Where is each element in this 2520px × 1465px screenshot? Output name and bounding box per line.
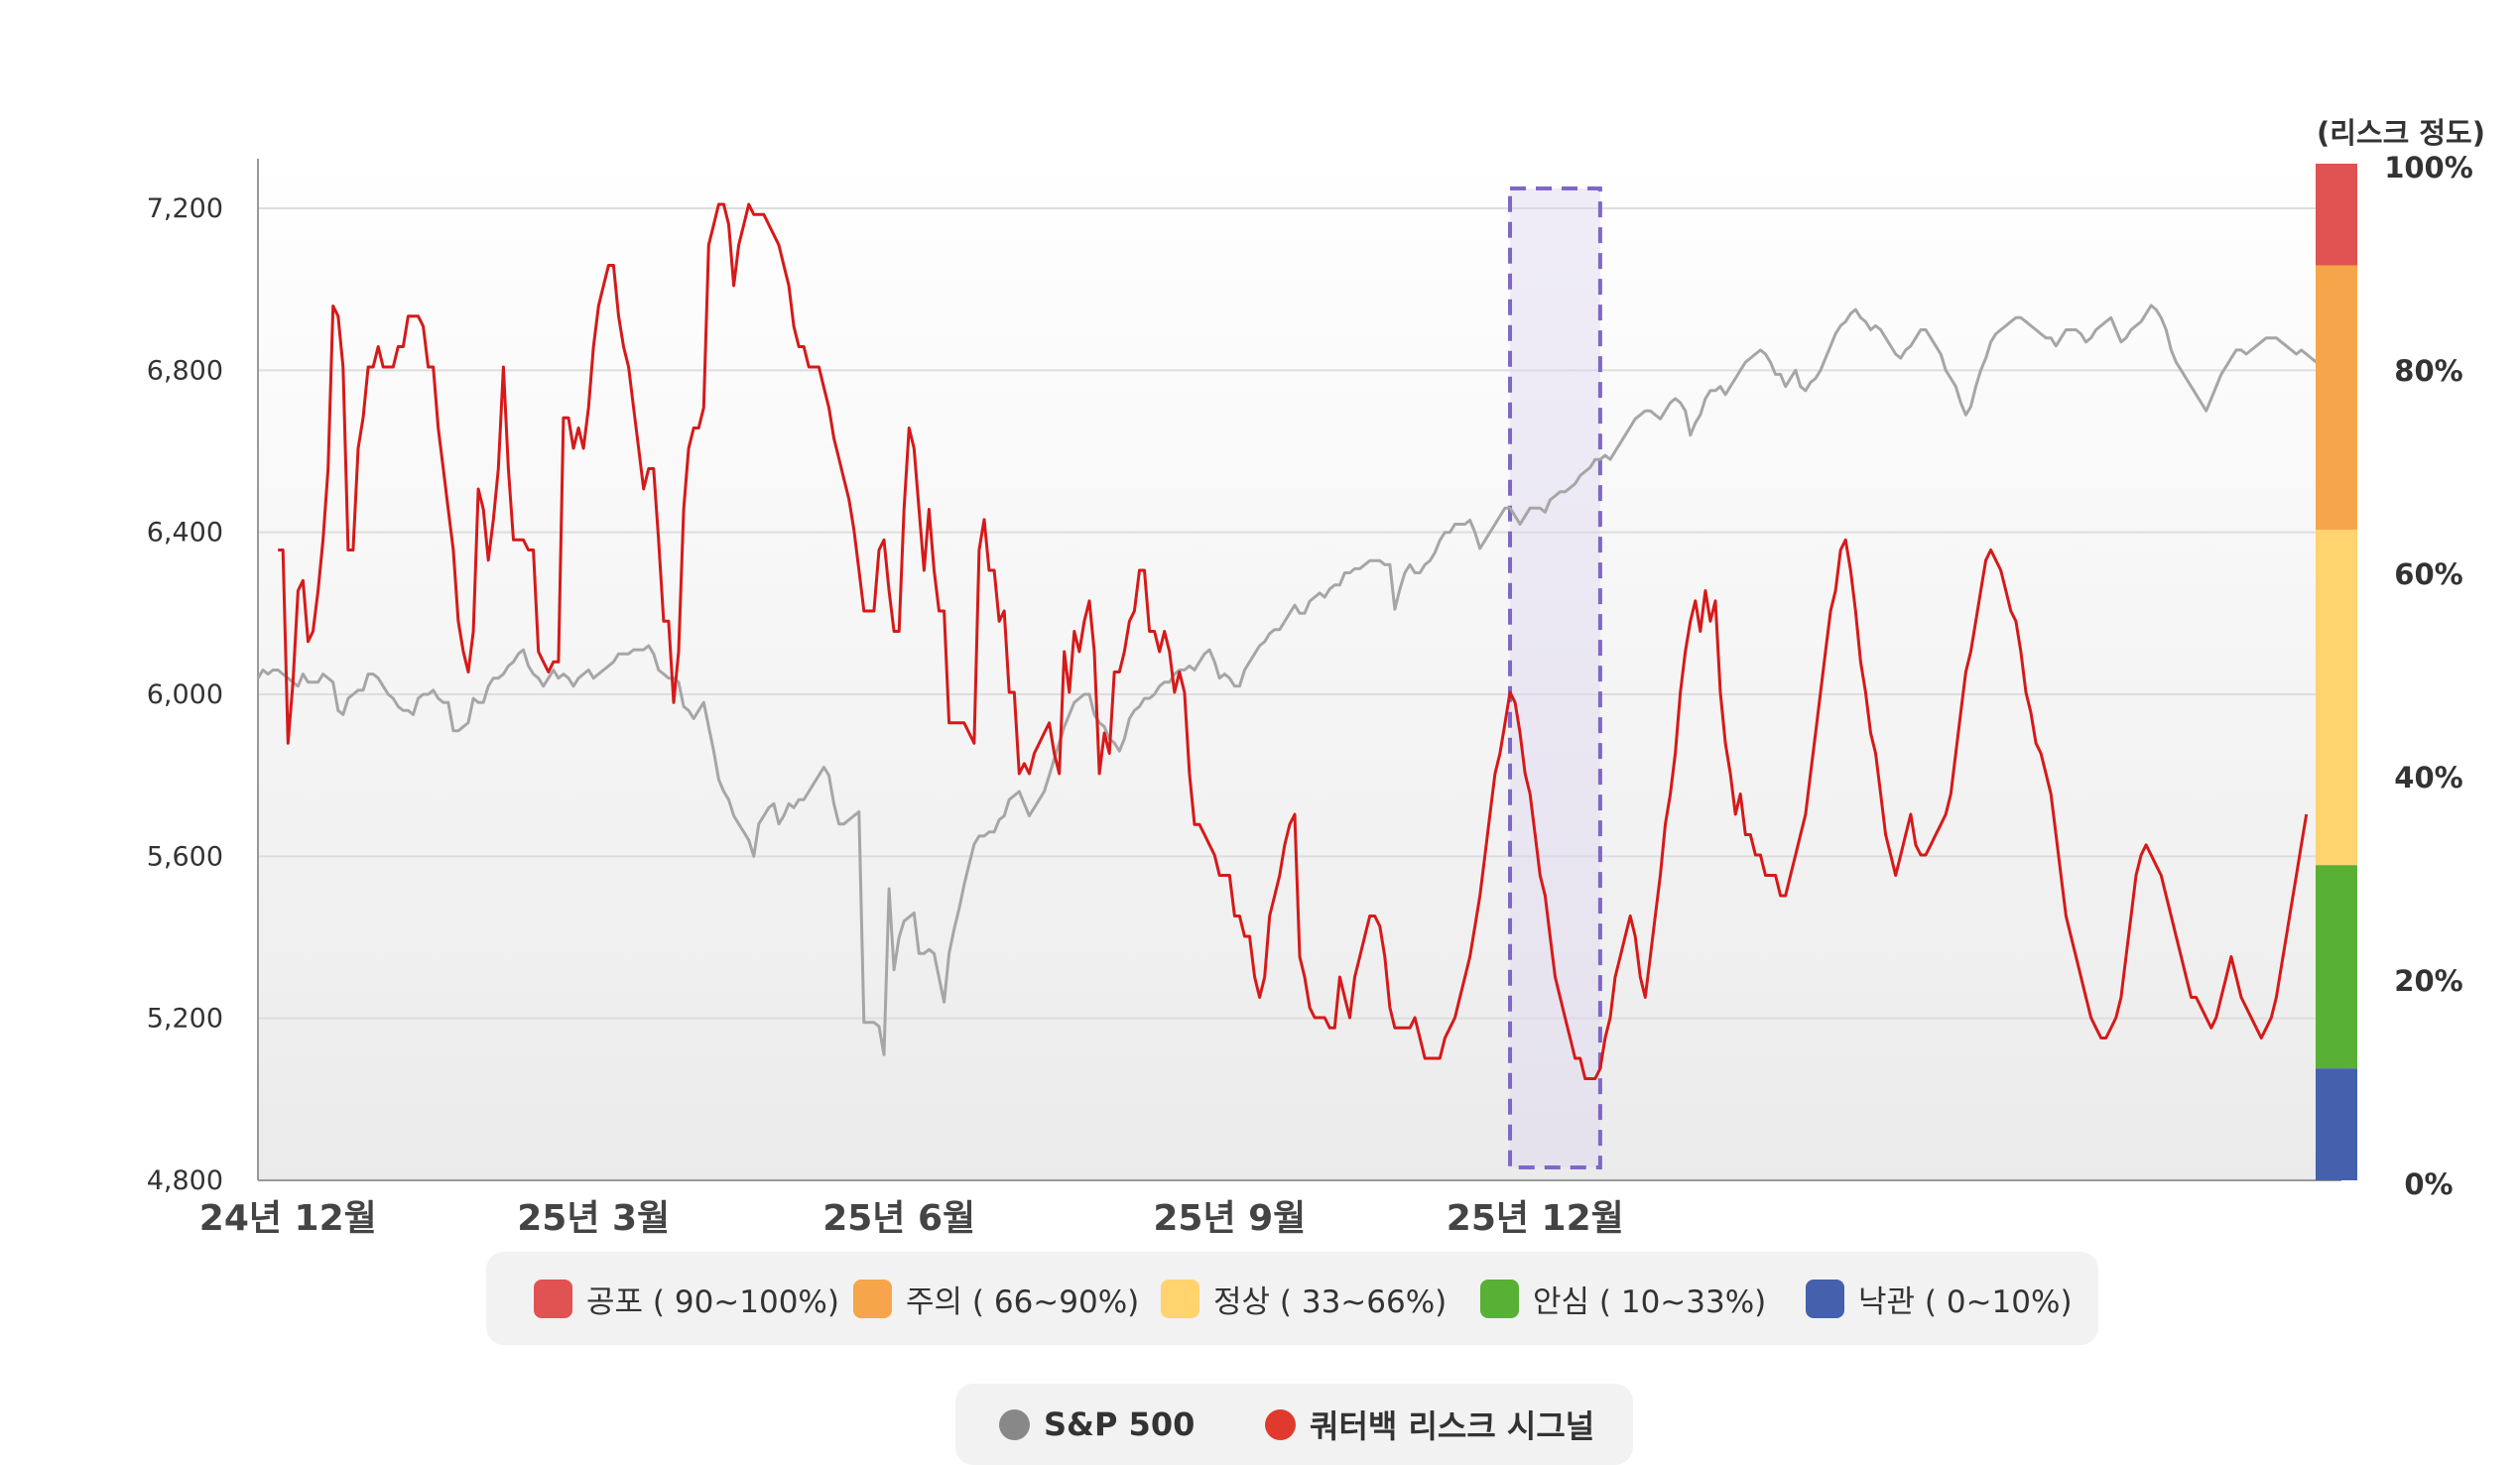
risk-scale-bar	[2316, 164, 2357, 1180]
risk-zone-legend: 공포 ( 90~100%) 주의 ( 66~90%) 정상 ( 33~66%) 안심 …	[486, 1252, 2098, 1345]
right-tick-label: 20%	[2394, 964, 2462, 998]
series-legend-label: 쿼터백 리스크 시그널	[1310, 1407, 1595, 1445]
zone-swatch	[1161, 1279, 1199, 1318]
right-tick-label: 0%	[2404, 1167, 2453, 1201]
y-tick-label: 6,800	[147, 355, 223, 386]
x-axis-labels: 24년 12월 25년 3월 25년 6월 25년 9월 25년 12월	[199, 1198, 1624, 1239]
risk-zone-segment	[2316, 1068, 2357, 1180]
y-tick-label: 5,600	[147, 841, 223, 872]
series-legend-item: 쿼터백 리스크 시그널	[1265, 1384, 1594, 1465]
zone-legend-item: 공포 ( 90~100%)	[534, 1252, 839, 1345]
y-tick-label: 4,800	[147, 1165, 223, 1196]
zone-legend-label: 공포 ( 90~100%)	[586, 1283, 839, 1320]
zone-legend-item: 정상 ( 33~66%)	[1161, 1252, 1447, 1345]
zone-swatch	[1480, 1279, 1519, 1318]
zone-legend-label: 안심 ( 10~33%)	[1533, 1283, 1767, 1320]
series-dot	[999, 1408, 1030, 1440]
x-tick-label: 25년 6월	[822, 1198, 975, 1239]
y-tick-label: 5,200	[147, 1004, 223, 1035]
series-legend: S&P 500 쿼터백 리스크 시그널	[955, 1384, 1633, 1465]
right-tick-label: 80%	[2394, 354, 2462, 388]
plot-background	[258, 159, 2341, 1180]
series-legend-item: S&P 500	[999, 1384, 1195, 1465]
right-axis-labels: 100% 80% 60% 40% 20% 0%	[2384, 151, 2473, 1201]
zone-legend-label: 낙관 ( 0~10%)	[1858, 1283, 2073, 1320]
sp500-line	[256, 304, 2341, 1056]
x-tick-label: 25년 12월	[1447, 1198, 1624, 1239]
x-tick-label: 25년 3월	[517, 1198, 670, 1239]
zone-legend-label: 정상 ( 33~66%)	[1213, 1283, 1448, 1320]
zone-swatch	[534, 1279, 572, 1318]
left-axis-labels: 7,200 6,800 6,400 6,000 5,600 5,200 4,800	[147, 193, 223, 1196]
x-tick-label: 24년 12월	[199, 1198, 377, 1239]
zone-legend-label: 주의 ( 66~90%)	[906, 1283, 1140, 1320]
x-tick-label: 25년 9월	[1153, 1198, 1306, 1239]
risk-zone-segment	[2316, 530, 2357, 866]
zone-legend-item: 주의 ( 66~90%)	[853, 1252, 1139, 1345]
risk-zone-segment	[2316, 265, 2357, 530]
zone-legend-item: 낙관 ( 0~10%)	[1806, 1252, 2073, 1345]
zone-swatch	[853, 1279, 892, 1318]
zone-legend-item: 안심 ( 10~33%)	[1480, 1252, 1766, 1345]
right-tick-label: 100%	[2384, 151, 2473, 184]
y-tick-label: 6,400	[147, 518, 223, 549]
y-tick-label: 7,200	[147, 193, 223, 224]
gridlines	[258, 207, 2341, 1020]
series-dot	[1265, 1408, 1296, 1440]
right-tick-label: 60%	[2394, 557, 2462, 591]
risk-signal-line	[278, 202, 2309, 1080]
right-axis-title: (리스크 정도)	[2317, 116, 2485, 150]
highlight-region	[1508, 186, 1602, 1169]
zone-swatch	[1806, 1279, 1844, 1318]
risk-zone-segment	[2316, 164, 2357, 266]
risk-zone-segment	[2316, 865, 2357, 1069]
y-tick-label: 6,000	[147, 679, 223, 710]
right-tick-label: 40%	[2394, 761, 2462, 794]
series-legend-label: S&P 500	[1044, 1405, 1196, 1443]
